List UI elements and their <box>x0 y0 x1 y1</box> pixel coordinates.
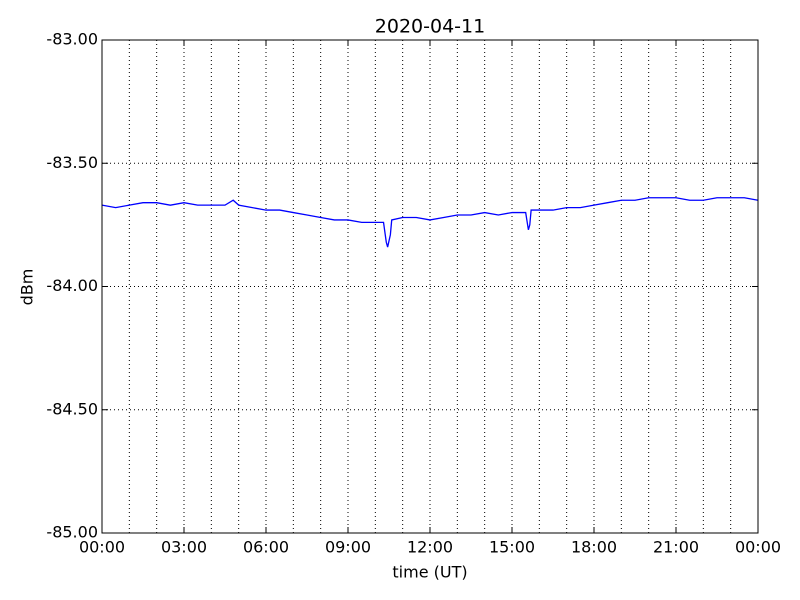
y-tick-label: -83.00 <box>46 30 98 49</box>
x-tick-label: 06:00 <box>243 538 289 557</box>
chart-title: 2020-04-11 <box>375 16 485 38</box>
x-tick-label: 15:00 <box>489 538 535 557</box>
data-line <box>101 197 759 248</box>
y-tick-label: -84.00 <box>46 276 98 295</box>
y-tick-label: -84.50 <box>46 399 98 418</box>
y-tick-label: -83.50 <box>46 153 98 172</box>
x-tick-label: 00:00 <box>735 538 781 557</box>
x-tick-label: 03:00 <box>161 538 207 557</box>
x-tick-label: 00:00 <box>79 538 125 557</box>
x-axis-label: time (UT) <box>392 563 467 582</box>
x-tick-label: 12:00 <box>407 538 453 557</box>
plot-frame <box>101 39 759 534</box>
y-tick-label: -85.00 <box>46 523 98 542</box>
y-axis-label: dBm <box>18 269 37 306</box>
x-tick-label: 21:00 <box>653 538 699 557</box>
x-tick-label: 18:00 <box>571 538 617 557</box>
x-tick-label: 09:00 <box>325 538 371 557</box>
